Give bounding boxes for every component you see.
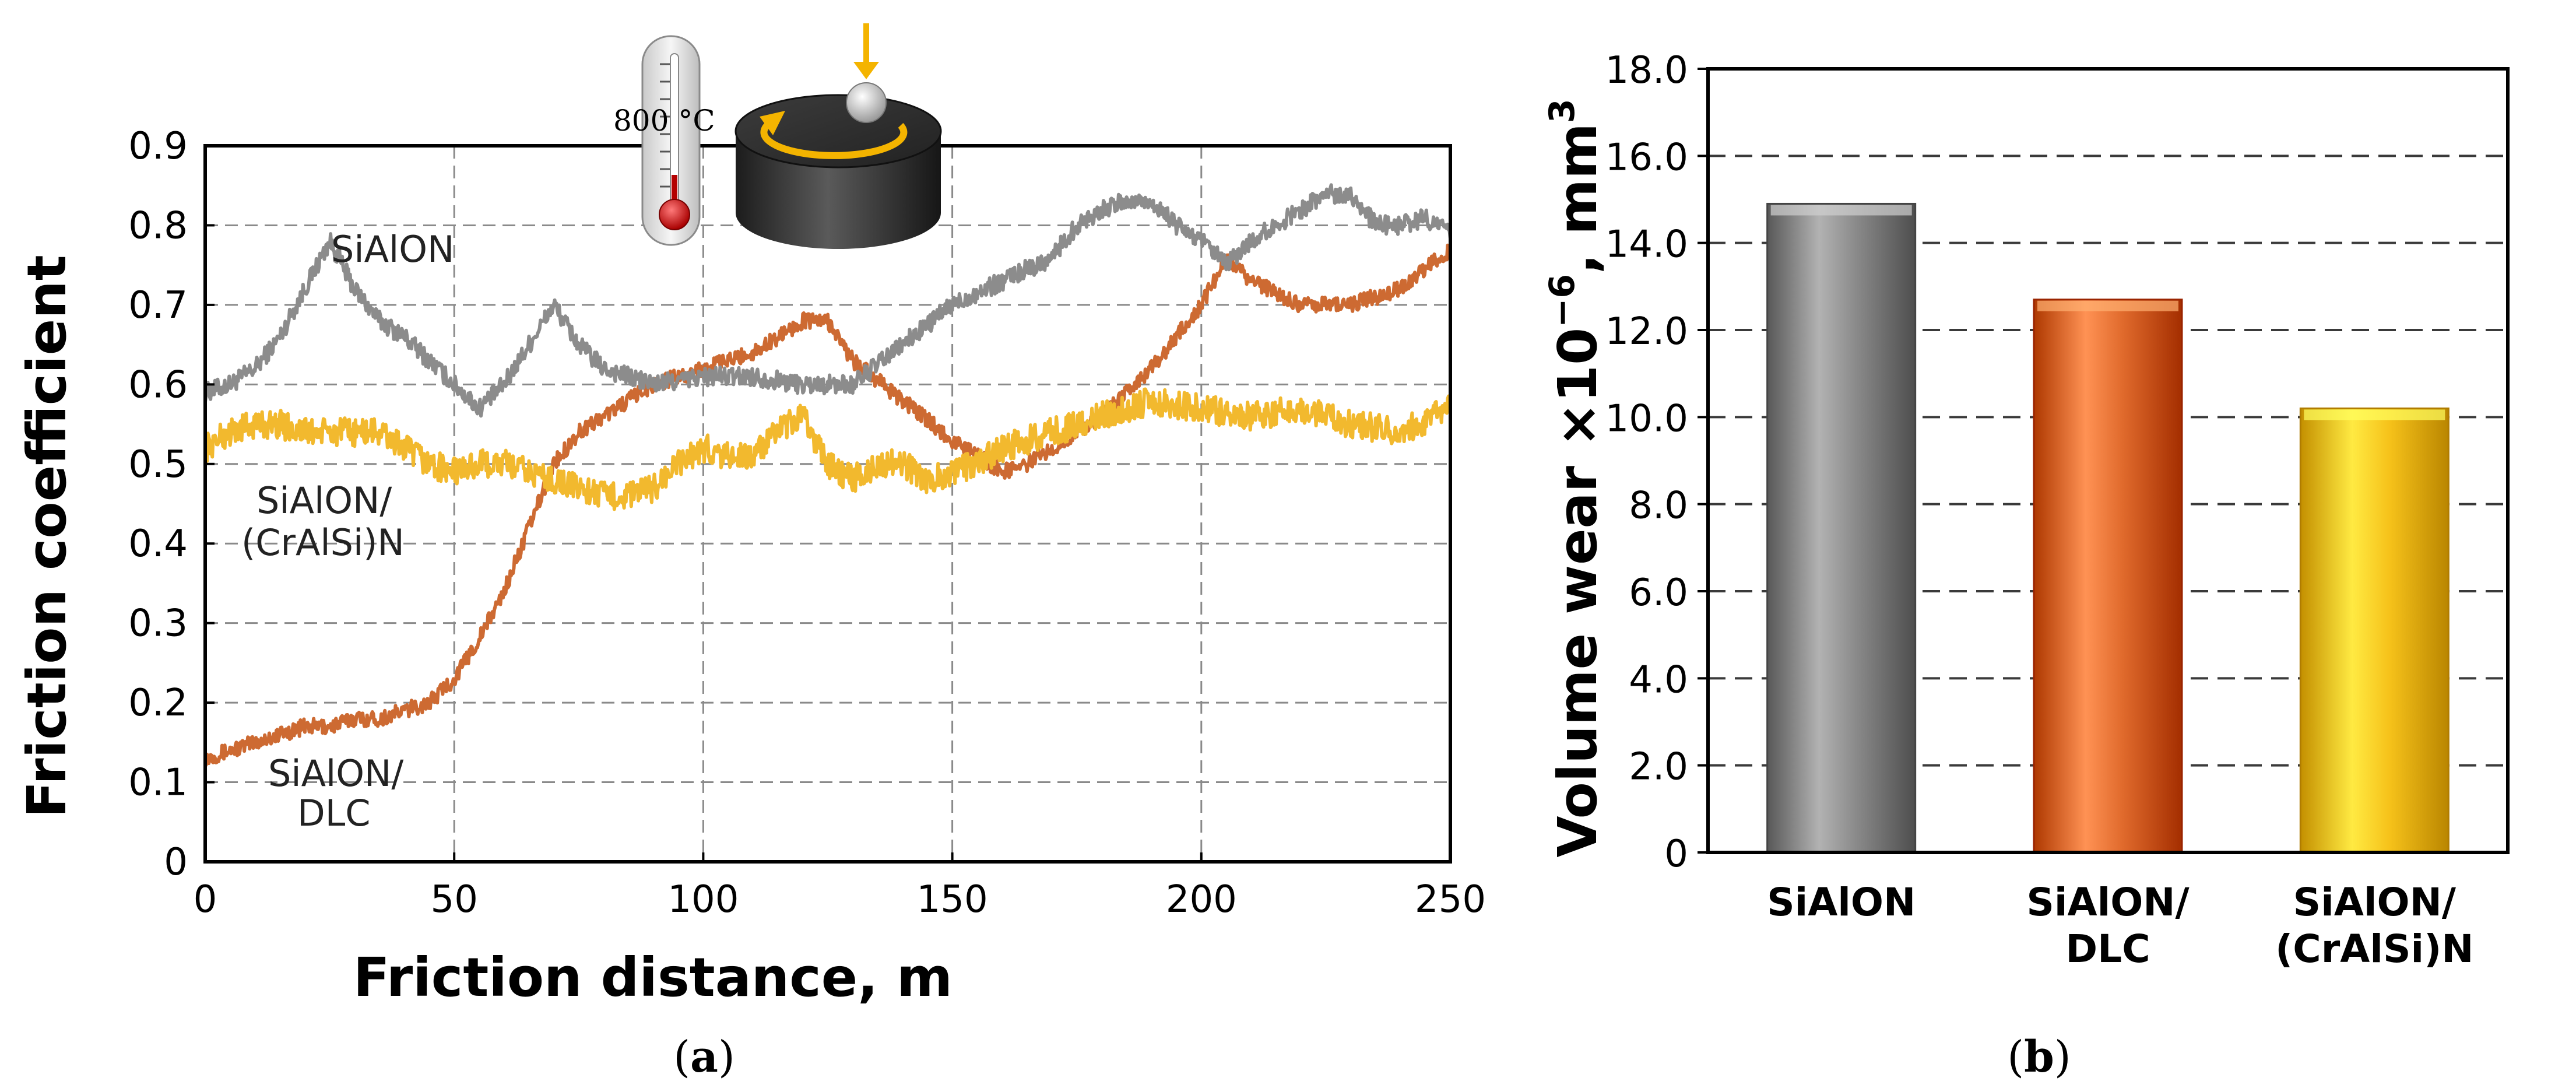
a-ytick-label-5: 0.5 <box>128 443 188 486</box>
series-label-dlc-line-1: SiAlON/ <box>268 752 403 795</box>
b-ytick-label-0: 0 <box>1664 833 1688 876</box>
category-label-sialon-cralsi-n-2: (CrAlSi)N <box>2275 926 2473 971</box>
bar-sialon-cralsi-n <box>2299 407 2450 854</box>
series-label-crailsi-line-1: SiAlON/ <box>256 479 392 522</box>
panel-b-ylabel-unit-exponent: 3 <box>1542 99 1583 123</box>
a-xtick-label-0: 0 <box>194 878 217 921</box>
a-ytick-label-0: 0 <box>164 841 188 884</box>
a-ytick-label-6: 0.6 <box>128 363 188 406</box>
a-xtick-label-4: 200 <box>1166 878 1237 921</box>
panel-b-y-axis-label: Volume wear ×10−6, mm3 <box>1542 99 1609 857</box>
a-ytick-label-4: 0.4 <box>128 522 188 566</box>
a-ytick-label-9: 0.9 <box>128 125 188 168</box>
panel-a-x-ticks: 0 50 100 150 200 250 <box>194 852 1486 921</box>
a-xtick-label-1: 50 <box>430 878 477 921</box>
series-label-sialon-line-1: SiAlON <box>331 228 454 271</box>
panel-b-ylabel-main: Volume wear ×10 <box>1547 328 1609 858</box>
panel-b-ylabel-exponent: −6 <box>1542 274 1583 328</box>
a-ytick-label-8: 0.8 <box>128 204 188 247</box>
panel-b-bars <box>1766 202 2450 854</box>
b-ytick-label-8: 16.0 <box>1605 136 1689 179</box>
b-ytick-label-7: 14.0 <box>1605 223 1689 266</box>
panel-b-letter: b <box>2024 1032 2054 1082</box>
panel-a-y-axis-label: Friction coefficient <box>16 255 78 817</box>
b-ytick-label-9: 18.0 <box>1605 49 1689 92</box>
category-label-sialon-1: SiAlON <box>1767 880 1916 925</box>
ball-on-disk-icon <box>735 23 942 249</box>
a-xtick-label-3: 150 <box>917 878 988 921</box>
panel-b-plot-frame <box>1706 67 2510 854</box>
panel-b-caption: (b) <box>2007 1032 2071 1082</box>
series-label-sialon-crailsi-n: SiAlON/ (CrAlSi)N <box>241 479 405 564</box>
series-line-sialon-cralsi-n <box>203 387 1452 511</box>
series-label-crailsi-line-2: (CrAlSi)N <box>241 521 405 564</box>
panel-b-ylabel-unit: , mm <box>1547 123 1609 274</box>
thermometer-icon <box>641 35 701 246</box>
bar-highlight-sialon-cralsi-n <box>2304 409 2445 420</box>
panel-a-letter: a <box>690 1032 718 1082</box>
panel-b-y-ticks: 0 2.0 4.0 6.0 8.0 10.0 12.0 14.0 16.0 18.0 <box>1605 49 1708 876</box>
category-label-sialon-dlc-2: DLC <box>2065 926 2150 971</box>
a-ytick-label-1: 0.1 <box>128 761 188 805</box>
series-label-dlc-line-2: DLC <box>297 792 371 834</box>
a-xtick-label-5: 250 <box>1415 878 1486 921</box>
series-line-sialon-dlc <box>203 243 1452 767</box>
panel-b-bar-chart: 0 2.0 4.0 6.0 8.0 10.0 12.0 14.0 16.0 18.0 SiAlON… <box>1542 49 2510 1082</box>
a-ytick-label-7: 0.7 <box>128 284 188 327</box>
panel-a-caption: (a) <box>673 1032 735 1082</box>
test-setup-inset: 800 °C <box>613 23 942 249</box>
b-ytick-label-4: 8.0 <box>1629 485 1688 528</box>
series-label-sialon: SiAlON <box>331 228 454 271</box>
bar-sialon <box>1766 202 1917 854</box>
panel-a-line-chart: 0 0.1 0.2 0.3 0.4 0.5 0.6 0.7 0.8 0.9 0 50 100 150 20… <box>16 23 1486 1082</box>
bar-highlight-sialon-dlc <box>2037 300 2178 311</box>
b-ytick-label-1: 2.0 <box>1629 746 1688 789</box>
category-label-sialon-cralsi-n-1: SiAlON/ <box>2293 880 2456 925</box>
b-ytick-label-5: 10.0 <box>1605 397 1689 440</box>
series-line-sialon <box>203 183 1452 418</box>
panel-a-x-axis-label: Friction distance, m <box>353 946 953 1009</box>
series-label-sialon-dlc: SiAlON/ DLC <box>268 752 403 834</box>
b-ytick-label-2: 4.0 <box>1629 658 1688 701</box>
panel-a-y-ticks: 0 0.1 0.2 0.3 0.4 0.5 0.6 0.7 0.8 0.9 <box>128 125 215 884</box>
category-label-sialon-dlc-1: SiAlON/ <box>2026 880 2190 925</box>
a-ytick-label-2: 0.2 <box>128 682 188 725</box>
b-ytick-label-6: 12.0 <box>1605 310 1689 353</box>
a-xtick-label-2: 100 <box>667 878 739 921</box>
panel-a-series <box>203 183 1452 767</box>
bar-highlight-sialon <box>1770 205 1912 216</box>
a-ytick-label-3: 0.3 <box>128 602 188 645</box>
inset-temperature-label: 800 °C <box>613 104 715 138</box>
b-ytick-label-3: 6.0 <box>1629 571 1688 615</box>
bar-sialon-dlc <box>2033 299 2183 854</box>
